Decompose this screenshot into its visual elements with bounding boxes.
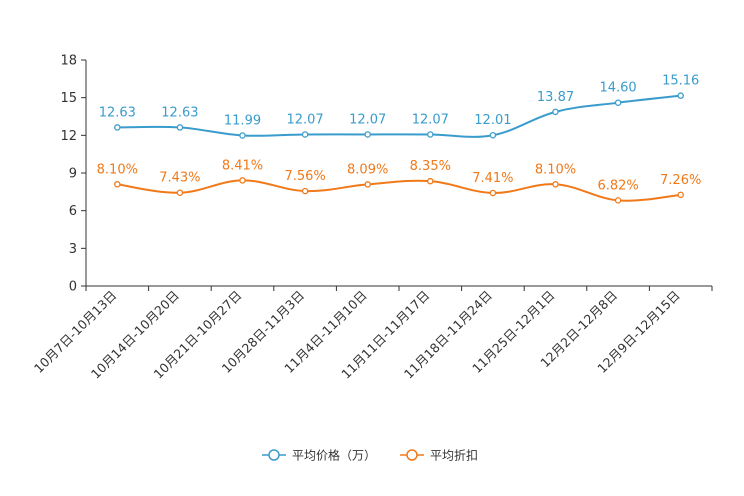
data-point[interactable]	[176, 189, 184, 196]
legend-marker-icon	[268, 449, 280, 461]
series-layer	[114, 92, 684, 204]
data-point[interactable]	[614, 197, 622, 204]
y-tick-label: 6	[69, 204, 77, 219]
legend-item-1[interactable]: 平均折扣	[400, 448, 478, 463]
data-point[interactable]	[552, 181, 559, 188]
data-point[interactable]	[364, 131, 371, 138]
legend-label: 平均折扣	[430, 448, 478, 463]
data-labels: 12.63 12.63 11.99 12.07 12.07 12.07 12.01 13.87…	[97, 74, 702, 194]
data-point[interactable]	[552, 108, 559, 116]
data-label: 12.63	[99, 105, 136, 120]
data-label: 11.99	[224, 113, 261, 128]
data-label: 13.87	[537, 90, 574, 105]
legend-item-0[interactable]: 平均价格（万）	[262, 448, 376, 463]
data-label: 7.26%	[660, 173, 701, 188]
data-label: 7.56%	[284, 169, 325, 184]
legend-label: 平均价格（万）	[292, 448, 376, 463]
data-point[interactable]	[239, 132, 246, 139]
data-label: 15.16	[662, 74, 699, 89]
data-label: 8.09%	[347, 162, 388, 177]
data-point[interactable]	[677, 191, 684, 199]
data-label: 12.63	[161, 105, 198, 120]
legend-marker-icon	[406, 449, 418, 461]
data-label: 12.07	[412, 112, 449, 127]
legend[interactable]: 平均价格（万） 平均折扣	[262, 448, 478, 463]
data-point[interactable]	[301, 131, 309, 138]
data-label: 14.60	[599, 81, 636, 96]
y-tick-label: 9	[69, 167, 77, 182]
data-label: 7.41%	[472, 171, 513, 186]
data-point[interactable]	[364, 181, 371, 188]
data-point[interactable]	[114, 124, 121, 131]
data-point[interactable]	[614, 99, 622, 106]
y-tick-label: 0	[69, 280, 77, 295]
data-label: 12.01	[474, 113, 511, 128]
data-point[interactable]	[489, 189, 497, 197]
data-label: 6.82%	[597, 178, 638, 193]
y-tick-label: 18	[60, 54, 77, 69]
data-point[interactable]	[239, 177, 246, 184]
data-label: 8.35%	[410, 159, 451, 174]
data-point[interactable]	[176, 124, 184, 131]
data-point[interactable]	[427, 177, 434, 185]
series-line-0	[117, 94, 681, 138]
y-tick-label: 3	[69, 242, 77, 257]
data-label: 7.43%	[159, 171, 200, 186]
series-line-1	[117, 179, 681, 202]
data-point[interactable]	[301, 187, 309, 195]
data-point[interactable]	[677, 92, 684, 99]
data-point[interactable]	[489, 131, 497, 139]
data-point[interactable]	[114, 181, 121, 188]
data-label: 8.10%	[97, 162, 138, 177]
data-label: 8.41%	[222, 158, 263, 173]
data-label: 12.07	[286, 112, 323, 127]
y-tick-label: 15	[60, 91, 77, 106]
data-point[interactable]	[427, 131, 434, 138]
data-label: 12.07	[349, 112, 386, 127]
y-tick-label: 12	[60, 129, 77, 144]
data-label: 8.10%	[535, 162, 576, 177]
